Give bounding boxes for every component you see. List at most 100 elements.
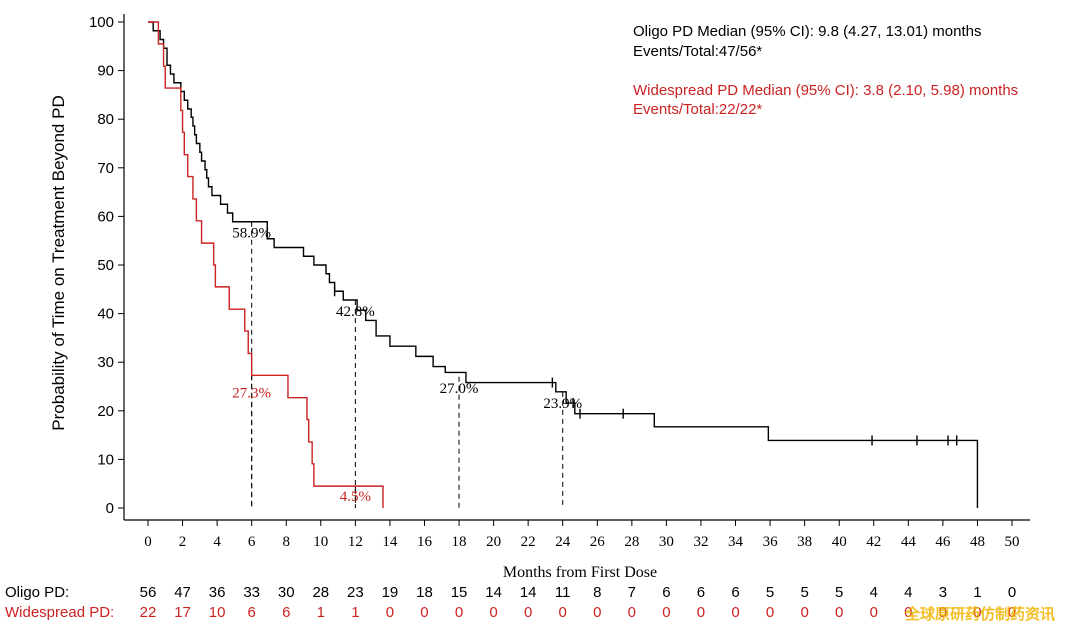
- risk-table-cell: 0: [489, 604, 497, 621]
- x-tick-label: 10: [313, 534, 328, 550]
- x-tick-label: 4: [213, 534, 221, 550]
- y-tick-label: 20: [97, 403, 114, 420]
- x-tick-label: 50: [1005, 534, 1020, 550]
- risk-table-cell: 0: [766, 604, 774, 621]
- x-axis-label: Months from First Dose: [503, 564, 657, 581]
- x-tick-label: 26: [590, 534, 606, 550]
- risk-table-cell: 1: [317, 604, 325, 621]
- landmark-label: 27.3%: [232, 385, 271, 401]
- x-tick-label: 14: [382, 534, 398, 550]
- oligo-pd-curve: [148, 21, 979, 508]
- risk-table-cell: 6: [731, 584, 739, 601]
- oligo-median-text: Oligo PD Median (95% CI): 9.8 (4.27, 13.…: [633, 23, 982, 40]
- risk-table-cell: 0: [420, 604, 428, 621]
- oligo-events-text: Events/Total:47/56*: [633, 43, 762, 60]
- x-tick-label: 0: [144, 534, 152, 550]
- risk-table-row-label: Oligo PD:: [5, 584, 69, 601]
- x-tick-label: 44: [901, 534, 917, 550]
- y-tick-label: 0: [106, 500, 114, 517]
- x-tick-label: 16: [417, 534, 433, 550]
- risk-table-cell: 18: [416, 584, 433, 601]
- risk-table-cell: 6: [697, 584, 705, 601]
- y-tick-label: 60: [97, 208, 114, 225]
- risk-table-cell: 0: [835, 604, 843, 621]
- x-tick-label: 2: [179, 534, 187, 550]
- landmark-label: 42.8%: [336, 304, 375, 320]
- x-tick-label: 46: [935, 534, 951, 550]
- risk-table-cell: 0: [559, 604, 567, 621]
- risk-table-row-label: Widespread PD:: [5, 604, 114, 621]
- y-tick-label: 30: [97, 354, 114, 371]
- x-tick-label: 48: [970, 534, 985, 550]
- x-tick-label: 40: [832, 534, 847, 550]
- risk-table-cell: 14: [520, 584, 537, 601]
- y-tick-label: 100: [89, 14, 114, 31]
- y-tick-label: 90: [97, 63, 114, 80]
- risk-table-cell: 0: [593, 604, 601, 621]
- risk-table-cell: 14: [485, 584, 502, 601]
- risk-table-cell: 36: [209, 584, 226, 601]
- x-tick-label: 22: [521, 534, 536, 550]
- x-tick-label: 30: [659, 534, 674, 550]
- risk-table-cell: 30: [278, 584, 295, 601]
- risk-table-cell: 6: [662, 584, 670, 601]
- risk-table-cell: 0: [1008, 584, 1016, 601]
- y-tick-label: 40: [97, 306, 114, 323]
- risk-table-cell: 8: [593, 584, 601, 601]
- landmark-label: 4.5%: [340, 489, 371, 505]
- landmark-label: 23.9%: [543, 396, 582, 412]
- risk-table-cell: 5: [766, 584, 774, 601]
- landmark-label: 27.0%: [440, 381, 479, 397]
- risk-table-cell: 23: [347, 584, 364, 601]
- x-tick-label: 42: [866, 534, 881, 550]
- risk-table-cell: 0: [939, 604, 947, 621]
- widespread-median-text: Widespread PD Median (95% CI): 3.8 (2.10…: [633, 82, 1018, 99]
- risk-table-cell: 0: [386, 604, 394, 621]
- x-tick-label: 36: [763, 534, 779, 550]
- risk-table-cell: 1: [351, 604, 359, 621]
- risk-table-cell: 4: [904, 584, 912, 601]
- risk-table-cell: 11: [555, 584, 571, 601]
- widespread-events-text: Events/Total:22/22*: [633, 101, 762, 118]
- risk-table-cell: 0: [662, 604, 670, 621]
- x-tick-label: 8: [282, 534, 290, 550]
- x-tick-label: 28: [624, 534, 639, 550]
- watermark-text: 全球原研药仿制药资讯: [904, 605, 1055, 623]
- risk-table-cell: 0: [800, 604, 808, 621]
- risk-table-cell: 3: [939, 584, 947, 601]
- x-tick-label: 34: [728, 534, 744, 550]
- y-axis-label: Probability of Time on Treatment Beyond …: [49, 95, 68, 430]
- risk-table-cell: 6: [282, 604, 290, 621]
- risk-table-cell: 0: [628, 604, 636, 621]
- risk-table-cell: 0: [524, 604, 532, 621]
- y-tick-label: 70: [97, 160, 114, 177]
- x-tick-label: 38: [797, 534, 812, 550]
- y-tick-label: 50: [97, 257, 114, 274]
- risk-table-cell: 1: [973, 584, 981, 601]
- risk-table-cell: 10: [209, 604, 226, 621]
- risk-table-cell: 0: [973, 604, 981, 621]
- risk-table-cell: 28: [312, 584, 329, 601]
- risk-table-cell: 0: [870, 604, 878, 621]
- widespread-pd-curve: [148, 21, 384, 508]
- risk-table-cell: 0: [455, 604, 463, 621]
- risk-table-cell: 47: [174, 584, 191, 601]
- x-tick-label: 12: [348, 534, 363, 550]
- risk-table-cell: 56: [140, 584, 157, 601]
- x-tick-label: 32: [693, 534, 708, 550]
- landmark-label: 58.9%: [232, 226, 271, 242]
- risk-table-cell: 15: [451, 584, 468, 601]
- y-tick-label: 80: [97, 111, 114, 128]
- risk-table-cell: 0: [1008, 604, 1016, 621]
- x-tick-label: 6: [248, 534, 256, 550]
- risk-table-cell: 4: [870, 584, 878, 601]
- risk-table-cell: 5: [800, 584, 808, 601]
- risk-table-cell: 17: [174, 604, 191, 621]
- y-tick-label: 10: [97, 451, 114, 468]
- x-tick-label: 18: [452, 534, 467, 550]
- risk-table-cell: 0: [731, 604, 739, 621]
- risk-table-cell: 5: [835, 584, 843, 601]
- risk-table-cell: 6: [248, 604, 256, 621]
- risk-table-cell: 19: [382, 584, 399, 601]
